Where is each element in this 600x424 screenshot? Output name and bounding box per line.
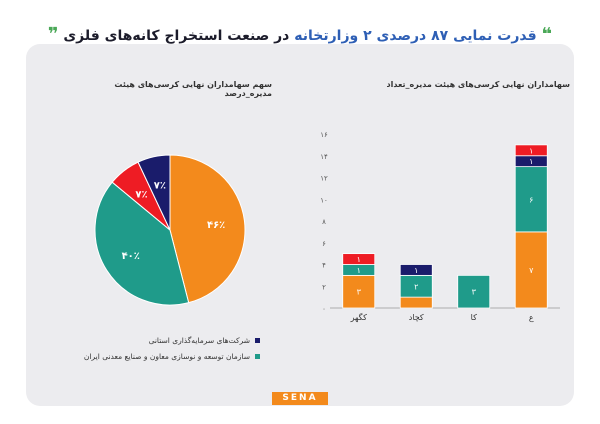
bar-3-segment-1 [399,296,433,309]
legend-swatch-2 [255,354,260,359]
x-tick-label-4: کگهر [350,312,368,322]
y-tick-label-1: ۲ [322,283,326,291]
legend-label-2: سازمان توسعه و نوسازی معاون و صنایع معدن… [83,352,250,361]
bar-1-label-3: ۱ [529,157,533,166]
bar-3-label-2: ۲ [414,282,418,291]
quote-open-icon: ❝ [541,24,553,45]
y-tick-label-2: ۴ [322,262,326,270]
bar-3-label-3: ۱ [414,266,418,275]
headline-rest: در صنعت استخراج کانه‌های فلزی [63,28,290,44]
headline: ❝ قدرت نمایی ۸۷ درصدی ۲ وزارتخانه در صنع… [0,24,600,45]
brand-logo: SENA [272,392,328,405]
headline-highlight: قدرت نمایی ۸۷ درصدی ۲ وزارتخانه [294,28,537,44]
pie-title: سهم سهامداران نهایی کرسی‌های هیئت مدیره_… [114,80,272,98]
bar-4-segment-4 [342,253,376,265]
pie-slice-1 [169,154,246,304]
y-tick-label-7: ۱۴ [320,153,328,161]
bar-2-label-2: ۳ [472,288,477,297]
y-tick-label-8: ۱۶ [320,131,328,139]
bar-1-segment-4 [514,144,548,157]
bar-3-segment-3 [399,264,433,276]
bar-1-label-4: ۱ [529,146,533,155]
pie-slice-4 [137,154,171,231]
legend-label-1: شرکت‌های سرمایه‌گذاری استانی [148,336,250,345]
y-tick-label-5: ۱۰ [320,196,328,204]
pie-slice-label-2: ۴۰٪ [122,251,140,262]
legend-item-1: شرکت‌های سرمایه‌گذاری استانی [80,336,260,345]
pie-slice-label-1: ۴۶٪ [207,220,225,231]
quote-close-icon: ❞ [47,24,59,45]
pie-slice-label-3: ۷٪ [135,189,147,200]
pie-slice-2 [94,181,190,306]
pie-slice-label-4: ۷٪ [154,181,166,192]
y-tick-label-4: ۸ [322,218,326,226]
x-tick-label-1: ع [529,313,534,322]
y-tick-label-6: ۱۲ [320,175,328,183]
bar-1-segment-1 [514,231,548,309]
bar-title: سهامداران نهایی کرسی‌های هیئت مدیره_تعدا… [386,80,570,89]
bar-4-label-1: ۳ [357,288,362,297]
y-tick-label-0: ۰ [322,305,326,313]
x-tick-label-3: کچاد [409,313,424,322]
bar-4-label-2: ۱ [357,266,361,275]
bar-4-label-4: ۱ [357,255,361,264]
x-tick-label-2: کا [471,313,477,322]
y-tick-label-3: ۶ [322,240,326,248]
legend-swatch-1 [255,338,260,343]
bar-1-label-2: ۶ [529,195,533,204]
bar-1-label-1: ۷ [529,266,534,275]
bar-2-segment-2 [457,274,491,309]
bar-4-segment-1 [342,274,376,309]
legend-item-2: سازمان توسعه و نوسازی معاون و صنایع معدن… [80,352,260,361]
